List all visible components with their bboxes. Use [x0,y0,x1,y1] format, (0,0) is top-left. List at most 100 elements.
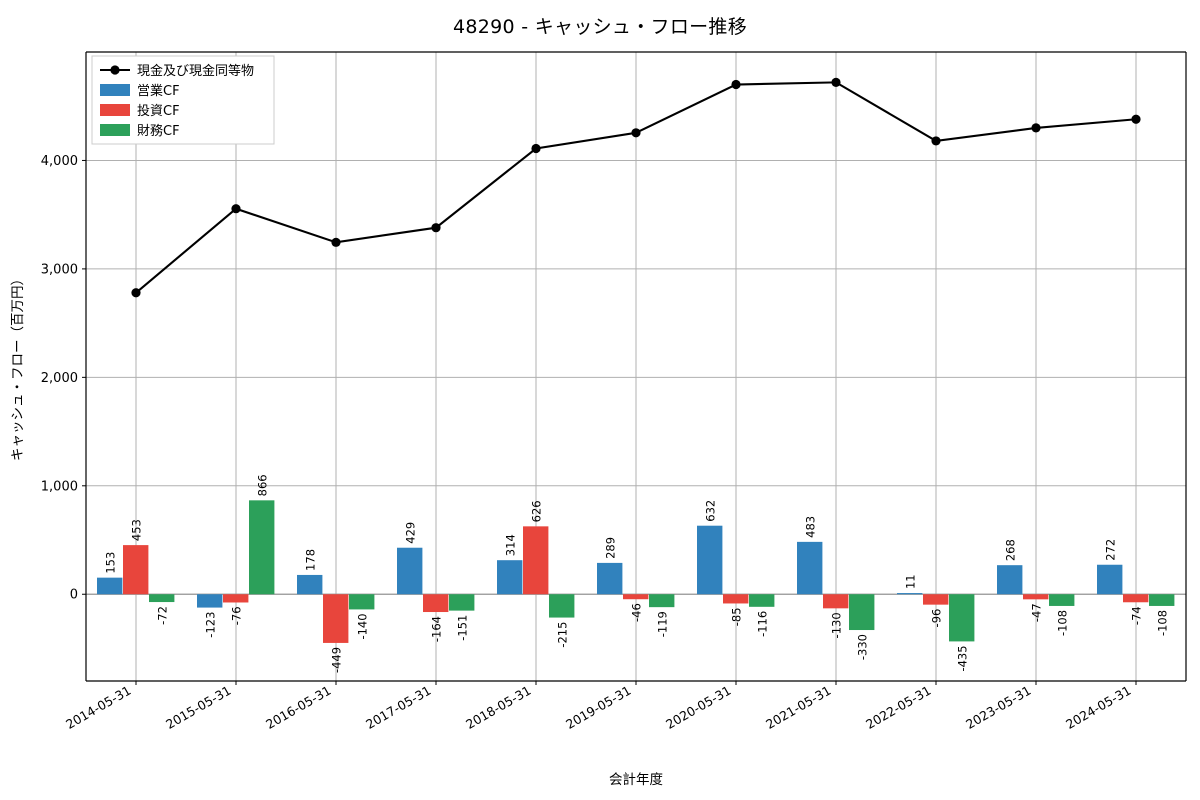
bar-value-label: 178 [304,549,318,571]
bar-investing[interactable] [923,594,949,605]
bar-investing[interactable] [523,526,549,595]
bar-value-label: 626 [530,500,544,522]
x-tick-label: 2024-05-31 [1063,683,1133,732]
x-tick-label: 2015-05-31 [163,683,233,732]
bar-financing[interactable] [149,594,175,603]
bar-operating[interactable] [297,574,323,595]
y-tick-label: 1,000 [41,479,78,494]
x-tick-label: 2016-05-31 [263,683,333,732]
bar-value-label: -130 [830,612,844,638]
legend-item-label: 営業CF [137,83,180,99]
bar-value-label: -449 [330,647,344,673]
bar-value-label: -435 [956,645,970,671]
bar-financing[interactable] [1049,594,1075,606]
bar-value-label: 314 [504,534,518,556]
y-tick-label: 4,000 [41,154,78,169]
bar-operating[interactable] [397,547,423,595]
bar-value-label: -72 [156,606,170,625]
bar-operating[interactable] [1097,564,1123,595]
cash-line-marker[interactable] [731,79,741,90]
bar-investing[interactable] [623,594,649,600]
bar-value-label: 429 [404,522,418,544]
bar-financing[interactable] [849,594,875,631]
cash-line-marker[interactable] [631,128,641,138]
cash-line-marker[interactable] [531,143,541,154]
bar-financing[interactable] [549,594,575,618]
bar-value-label: 483 [804,516,818,538]
bar-investing[interactable] [1023,594,1049,600]
bar-investing[interactable] [723,594,749,604]
bar-operating[interactable] [997,565,1023,595]
bar-value-label: 268 [1004,539,1018,561]
bar-value-label: -215 [556,622,570,648]
legend-color-swatch [100,124,130,136]
bar-investing[interactable] [323,594,349,643]
bar-investing[interactable] [123,545,149,595]
bar-financing[interactable] [749,594,775,607]
legend-item-label: 現金及び現金同等物 [137,63,254,79]
bar-value-label: -119 [656,611,670,637]
bar-financing[interactable] [1149,594,1175,606]
bar-financing[interactable] [449,594,475,611]
y-tick-label: 3,000 [41,262,78,277]
bar-value-label: 453 [130,519,144,541]
bar-operating[interactable] [697,525,723,595]
bar-value-label: -108 [1156,610,1170,636]
cash-line-marker[interactable] [931,136,941,146]
legend-color-swatch [100,104,130,116]
x-tick-label: 2017-05-31 [363,683,433,732]
bar-operating[interactable] [497,560,523,595]
bar-value-label: 11 [904,574,918,589]
cash-line-marker[interactable] [431,223,441,233]
bar-operating[interactable] [897,593,923,595]
x-tick-label: 2023-05-31 [963,683,1033,732]
bar-value-label: -47 [1030,603,1044,622]
bar-value-label: -140 [356,613,370,639]
cash-line-marker[interactable] [131,288,141,298]
bar-investing[interactable] [823,594,849,609]
bar-value-label: -96 [930,609,944,628]
bar-value-label: 632 [704,500,718,522]
legend-item-label: 財務CF [137,124,180,139]
bar-operating[interactable] [97,577,123,595]
y-tick-label: 2,000 [41,371,78,386]
bar-financing[interactable] [649,594,675,608]
bar-value-label: -151 [456,615,470,641]
y-tick-label: 0 [70,588,78,603]
bar-value-label: 866 [256,474,270,496]
bar-financing[interactable] [249,500,275,595]
bar-value-label: 272 [1104,539,1118,561]
cash-line-marker[interactable] [1131,114,1141,124]
legend-color-swatch [100,84,130,96]
bar-financing[interactable] [349,594,375,610]
x-tick-label: 2020-05-31 [663,683,733,732]
x-tick-label: 2019-05-31 [563,683,633,732]
legend-marker-swatch [110,65,120,75]
bar-value-label: -76 [230,606,244,625]
bar-value-label: -330 [856,634,870,660]
bar-operating[interactable] [197,594,223,608]
bar-investing[interactable] [423,594,449,613]
x-tick-label: 2014-05-31 [63,683,133,732]
bar-value-label: -46 [630,603,644,622]
bar-financing[interactable] [949,594,975,642]
bar-investing[interactable] [1123,594,1149,603]
x-tick-label: 2021-05-31 [763,683,833,732]
bar-value-label: 289 [604,537,618,559]
bar-value-label: -116 [756,611,770,637]
cash-line-marker[interactable] [231,204,241,214]
chart-title: 48290 - キャッシュ・フロー推移 [452,16,748,38]
x-axis-title: 会計年度 [609,772,663,788]
legend-item-label: 投資CF [137,103,180,119]
bar-operating[interactable] [797,541,823,595]
bar-value-label: 153 [104,552,118,574]
cash-line-marker[interactable] [331,237,341,247]
cash-line-marker[interactable] [831,77,841,87]
bar-value-label: -123 [204,612,218,638]
bar-investing[interactable] [223,594,249,603]
bar-operating[interactable] [597,562,623,595]
cash-line-marker[interactable] [1031,123,1041,133]
bar-value-label: -85 [730,607,744,626]
bar-value-label: -74 [1130,606,1144,625]
